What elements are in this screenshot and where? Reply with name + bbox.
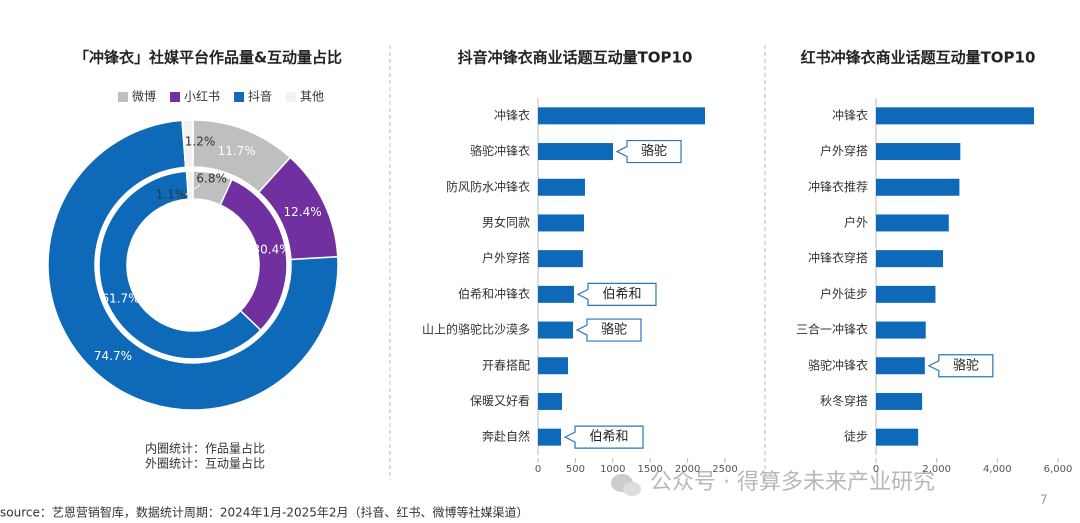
y-tick-label: 冲锋衣 (494, 107, 530, 122)
x-tick-label: 2,000 (922, 464, 951, 475)
value-label: 11.7% (218, 144, 256, 158)
legend-label: 小红书 (184, 89, 220, 104)
y-tick-label: 徒步 (844, 430, 868, 444)
note: 内圈统计：作品量占比 (145, 441, 265, 456)
legend-label: 其他 (300, 90, 324, 104)
leader-line (184, 184, 201, 196)
value-label: 12.4% (284, 205, 322, 219)
callout-text: 伯希和 (590, 430, 629, 445)
callout-box (563, 425, 644, 449)
callout-text: 伯希和 (602, 287, 641, 302)
bar (538, 357, 568, 375)
x-tick-label: 2500 (712, 464, 737, 475)
x-tick-label: 1000 (600, 464, 625, 475)
bar (538, 107, 706, 125)
note: 外圈统计：互动量占比 (145, 456, 265, 471)
callout-box (927, 354, 994, 378)
chart-title: 红书冲锋衣商业话题互动量TOP10 (801, 49, 1036, 67)
x-tick-label: 0 (873, 464, 879, 475)
bar (538, 250, 583, 268)
bar (538, 428, 562, 446)
y-tick-label: 骆驼冲锋衣 (808, 357, 868, 372)
x-tick-label: 0 (535, 464, 541, 475)
y-tick-label: 冲锋衣 (832, 107, 868, 122)
y-tick-label: 奔赴自然 (482, 429, 530, 444)
value-label: 74.7% (94, 349, 132, 363)
bar (538, 392, 563, 410)
chart-title: 「冲锋衣」社媒平台作品量&互动量占比 (74, 49, 342, 67)
x-tick-label: 6,000 (1044, 464, 1073, 475)
value-label: 1.2% (185, 135, 216, 149)
legend-swatch (170, 92, 181, 102)
bar (876, 428, 919, 446)
bar (538, 321, 574, 339)
legend-label: 抖音 (248, 89, 272, 104)
y-tick-label: 冲锋衣推荐 (808, 179, 868, 194)
bar (538, 285, 574, 303)
value-label: 1.1% (156, 188, 187, 202)
y-tick-label: 开春搭配 (482, 358, 530, 372)
x-tick-label: 2000 (675, 464, 700, 475)
y-tick-label: 男女同款 (482, 214, 530, 229)
source: source：艺恩营销智库，数据统计周期：2024年1月-2025年2月（抖音、… (0, 505, 529, 520)
y-tick-label: 保暖又好看 (470, 394, 530, 408)
legend-label: 微博 (132, 89, 156, 104)
value-label: 61.7% (101, 291, 139, 305)
callout-text: 骆驼 (601, 322, 627, 338)
bar (876, 392, 923, 410)
x-tick-label: 1500 (637, 464, 662, 475)
value-label: 30.4% (253, 243, 291, 257)
watermark: 公众号 · 得算多未来产业研究 (650, 470, 935, 495)
y-tick-label: 户外穿搭 (482, 250, 530, 265)
value-label: 6.8% (196, 172, 227, 186)
y-tick-label: 三合一冲锋衣 (796, 322, 868, 337)
y-tick-label: 山上的骆驼比沙漠多 (422, 322, 530, 337)
page-number: 7 (1040, 493, 1048, 507)
bar (876, 178, 960, 196)
chart-title: 抖音冲锋衣商业话题互动量TOP10 (458, 49, 693, 67)
y-tick-label: 骆驼冲锋衣 (470, 143, 530, 158)
x-tick-label: 500 (566, 464, 585, 475)
watermark-icon (611, 474, 641, 496)
y-tick-label: 伯希和冲锋衣 (458, 286, 530, 301)
legend-swatch (234, 92, 245, 102)
bar (876, 357, 925, 375)
callout-box (615, 139, 682, 164)
y-tick-label: 秋冬穿搭 (820, 393, 868, 408)
callout-text: 骆驼 (953, 357, 979, 373)
callout-text: 骆驼 (641, 143, 667, 159)
bar (876, 214, 949, 232)
bar (876, 250, 944, 268)
x-tick-label: 4,000 (983, 464, 1012, 475)
bar (876, 285, 936, 303)
bar (876, 321, 926, 339)
donut-slice (98, 170, 262, 360)
donut-slice (185, 170, 194, 200)
y-tick-label: 户外徒步 (820, 286, 868, 301)
bar (876, 107, 1035, 125)
legend-swatch (286, 92, 297, 102)
y-tick-label: 户外穿搭 (820, 143, 868, 158)
callout-box (576, 282, 657, 306)
donut-slice (181, 119, 194, 169)
y-tick-label: 冲锋衣穿搭 (808, 250, 868, 265)
donut-slice (47, 119, 339, 411)
bar (538, 143, 614, 161)
legend-swatch (118, 92, 128, 102)
y-tick-label: 户外 (844, 214, 868, 229)
bar (538, 214, 585, 232)
bar (538, 178, 585, 196)
callout-box (575, 318, 642, 342)
bar (876, 143, 961, 161)
y-tick-label: 防风防水冲锋衣 (446, 179, 530, 194)
